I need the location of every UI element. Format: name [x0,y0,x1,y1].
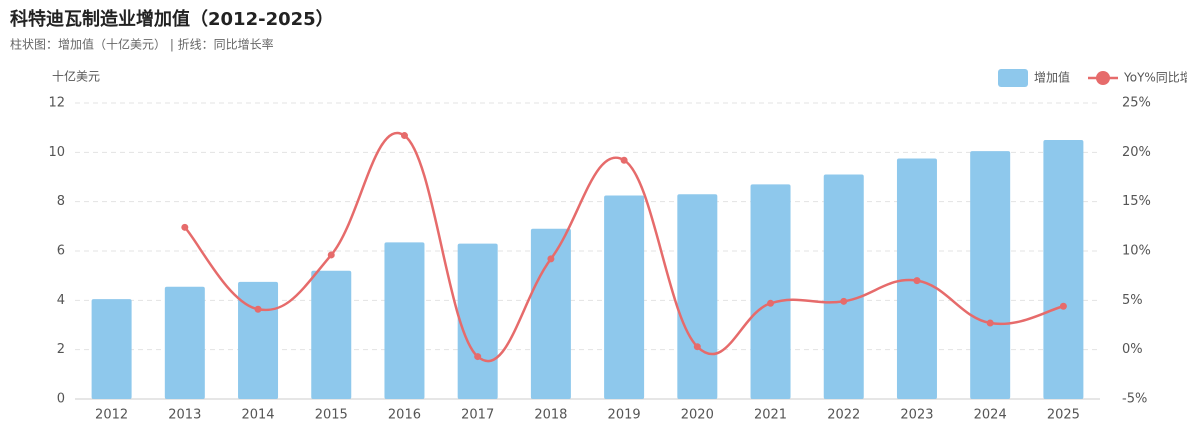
bar [823,174,864,399]
x-tick-label: 2023 [900,408,933,423]
x-tick-label: 2012 [95,408,128,423]
x-tick-label: 2021 [754,408,787,423]
y2-tick-label: 20% [1122,145,1151,160]
line-point [254,305,262,313]
x-tick-label: 2014 [241,408,274,423]
y-tick-label: 12 [48,96,65,111]
line-point [1059,302,1067,310]
bar [750,184,791,399]
bar [457,243,498,399]
y-tick-label: 6 [57,244,65,259]
legend-swatch [1096,71,1110,85]
line-point [547,255,555,263]
y-tick-label: 4 [57,293,65,308]
bar [238,281,279,399]
y2-tick-label: 25% [1122,96,1151,111]
line-point [767,299,775,307]
line-point [474,353,482,361]
line-point [840,297,848,305]
line-point [620,156,628,164]
x-tick-label: 2022 [827,408,860,423]
x-tick-label: 2025 [1047,408,1080,423]
x-tick-label: 2018 [534,408,567,423]
line [183,131,1064,363]
line-point [693,343,701,351]
bar [91,299,132,399]
bar [164,286,205,399]
bar [530,228,571,399]
x-tick-label: 2020 [681,408,714,423]
x-tick-label: 2013 [168,408,201,423]
bar [970,151,1011,399]
y-tick-label: 8 [57,194,65,209]
x-tick-label: 2017 [461,408,494,423]
y2-tick-label: 10% [1122,244,1151,259]
y2-tick-label: -5% [1122,392,1147,407]
x-tick-label: 2016 [388,408,421,423]
line-point [327,251,335,259]
chart-title: 科特迪瓦制造业增加值（2012-2025） [10,8,334,30]
legend-label: 增加值 [1034,70,1070,85]
bar [1043,140,1084,399]
y-tick-label: 10 [48,145,65,160]
y2-tick-label: 0% [1122,342,1143,357]
legend-label: YoY%同比增速 [1123,71,1187,85]
bar [311,270,352,399]
bar [604,195,645,399]
y-axis-label: 十亿美元 [52,69,100,84]
line-point [400,132,408,140]
x-tick-label: 2024 [974,408,1007,423]
x-tick-label: 2019 [608,408,641,423]
chart-subtitle: 柱状图：增加值（十亿美元） | 折线：同比增长率 [10,37,274,52]
y2-tick-label: 15% [1122,194,1151,209]
y-tick-label: 2 [57,342,65,357]
x-tick-label: 2015 [315,408,348,423]
y-tick-label: 0 [57,392,65,407]
y2-tick-label: 5% [1122,293,1143,308]
legend-swatch [998,69,1028,87]
bar [677,194,718,399]
line-point [913,277,921,285]
line-point [181,223,189,231]
line-point [986,319,994,327]
bar [384,242,425,399]
